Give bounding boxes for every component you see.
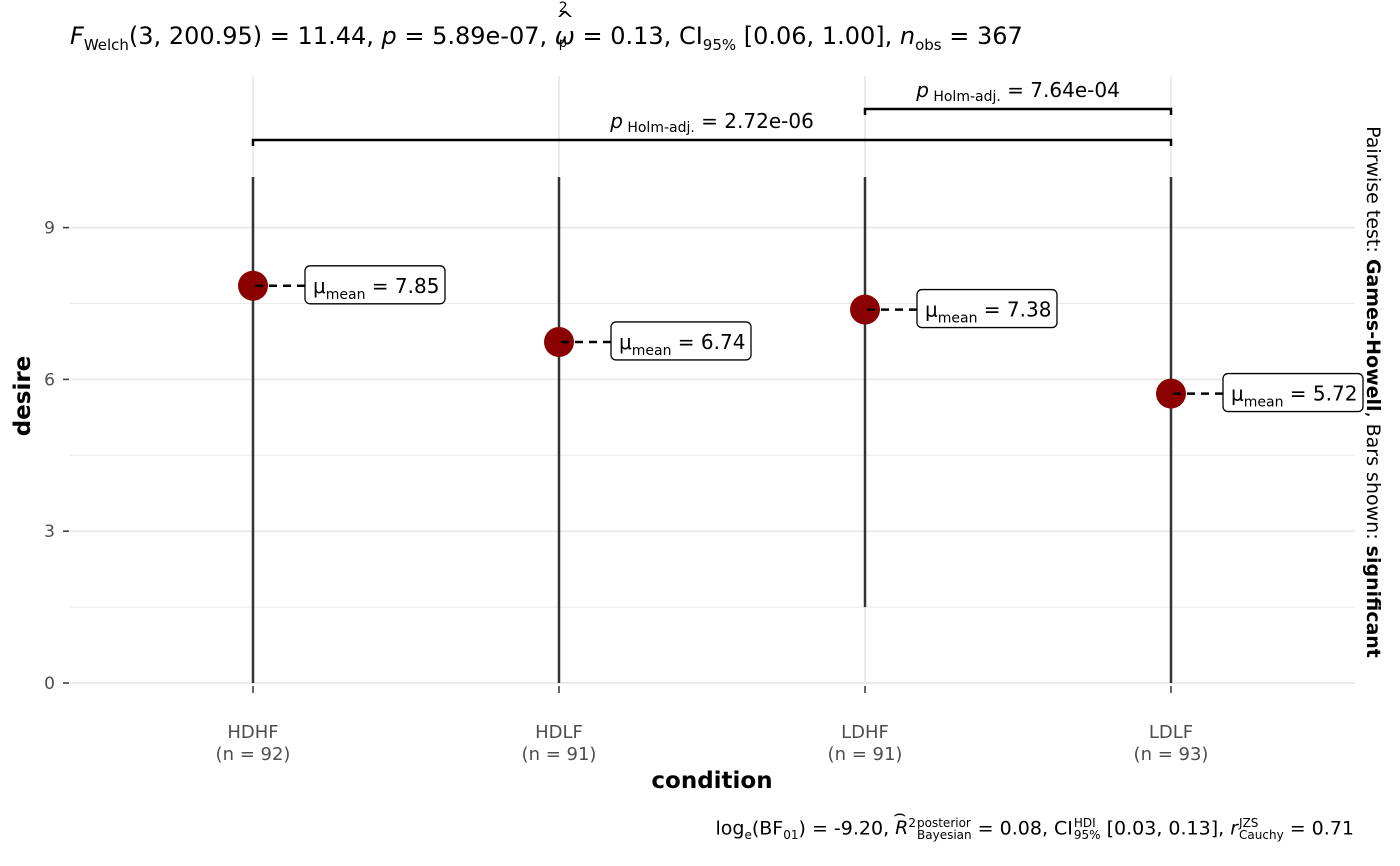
- mean-label: μmean = 7.85: [313, 274, 439, 303]
- mean-label-box: [610, 321, 752, 361]
- x-tick-label: LDLF: [1149, 722, 1193, 743]
- mean-point: [544, 326, 574, 357]
- mean-label-box: [916, 288, 1058, 329]
- x-axis-label: condition: [651, 768, 773, 794]
- caption-r-upper: JZS: [1239, 815, 1259, 830]
- title-p-value: = 5.89e-07,: [396, 22, 555, 50]
- caption-r-value: = 0.71: [1283, 817, 1354, 840]
- caption-r2-sup: 2: [908, 816, 917, 830]
- y-tick-label: 9: [44, 219, 55, 239]
- mean-label-box: [1222, 372, 1364, 413]
- title-n-sub: obs: [915, 35, 942, 54]
- caption-log: log: [715, 817, 745, 840]
- title-n-value: = 367: [941, 22, 1023, 50]
- title-stat-symbol: F: [70, 22, 84, 50]
- mean-point: [1156, 378, 1186, 409]
- caption-r2-symbol: R: [895, 817, 908, 839]
- title-ci-sub: 95%: [702, 35, 737, 54]
- y-axis-label: desire: [10, 355, 36, 437]
- caption-bf-sub: 01: [783, 828, 799, 843]
- mean-label: μmean = 6.74: [619, 330, 745, 359]
- caption-ci-value: [0.03, 0.13],: [1100, 817, 1231, 840]
- title-df: (3, 200.95): [128, 22, 263, 50]
- caption-r2-value: = 0.08, CI: [971, 817, 1073, 840]
- comparison-label: p Holm-adj. = 7.64e-04: [915, 78, 1120, 105]
- title-effect-symbol: ω2p: [555, 0, 575, 51]
- comparison-bracket: [251, 138, 1173, 146]
- caption-bf-value: ) = -9.20,: [798, 817, 896, 840]
- chart-caption: loge(BF01) = -9.20, R2posteriorBayesian …: [715, 816, 1354, 842]
- caption-r-scripts: JZS Cauchy: [1239, 817, 1284, 841]
- x-tick-sample-size: (n = 93): [1134, 744, 1209, 765]
- range-bars: [251, 177, 1173, 683]
- x-tick-label: LDHF: [841, 722, 889, 743]
- caption-ci-upper: HDI: [1073, 815, 1096, 830]
- comparison-label: p Holm-adj. = 2.72e-06: [609, 109, 814, 136]
- title-effect-sub: p: [558, 36, 568, 51]
- mean-label: μmean = 5.72: [1231, 382, 1357, 411]
- y-axis: 0 3 6 9: [44, 219, 69, 694]
- y-tick-label: 3: [44, 522, 55, 542]
- y-tick-label: 6: [44, 370, 55, 390]
- caption-ci-scripts: HDI 95%: [1074, 817, 1101, 841]
- title-ci-value: [0.06, 1.00],: [736, 22, 900, 50]
- x-tick-sample-size: (n = 91): [522, 744, 597, 765]
- caption-r2-upper: posterior: [917, 815, 971, 830]
- side-label-prefix: Pairwise test:: [1362, 126, 1384, 259]
- mean-point: [238, 270, 268, 301]
- pairwise-test-label: Pairwise test: Games-Howell, Bars shown:…: [1362, 126, 1384, 658]
- grid-lines: [70, 76, 1355, 684]
- title-p-label: p: [381, 22, 397, 50]
- x-axis: HDHF(n = 92)HDLF(n = 91)LDHF(n = 91)LDLF…: [216, 686, 1209, 765]
- title-stat-value: = 11.44,: [262, 22, 382, 50]
- caption-r-lower: Cauchy: [1239, 827, 1284, 842]
- y-tick-label: 0: [44, 674, 55, 694]
- mean-point: [850, 294, 880, 325]
- title-effect-value: = 0.13, CI: [574, 22, 703, 50]
- title-n-label: n: [899, 22, 916, 50]
- mean-label-box: [304, 265, 446, 305]
- title-stat-sub: Welch: [83, 35, 129, 54]
- caption-r-label: r: [1230, 817, 1239, 840]
- side-label-test: Games-Howell: [1362, 258, 1384, 412]
- side-label-middle: , Bars shown:: [1362, 411, 1384, 546]
- caption-r2-lower: Bayesian: [917, 827, 972, 842]
- mean-label: μmean = 7.38: [925, 298, 1051, 327]
- caption-log-sub: e: [744, 828, 752, 843]
- pairwise-comparisons: p Holm-adj. = 2.72e-06 p Holm-adj. = 7.64…: [251, 78, 1173, 146]
- title-effect-sup: 2: [558, 0, 568, 16]
- caption-ci-lower: 95%: [1073, 827, 1101, 842]
- side-label-shown: significant: [1362, 545, 1384, 658]
- comparison-bracket: [863, 107, 1173, 115]
- x-tick-sample-size: (n = 91): [828, 744, 903, 765]
- caption-bf: (BF: [751, 817, 784, 840]
- x-tick-sample-size: (n = 92): [216, 744, 291, 765]
- x-tick-label: HDHF: [227, 722, 278, 743]
- x-tick-label: HDLF: [535, 722, 583, 743]
- chart-title: FWelch(3, 200.95) = 11.44, p = 5.89e-07,…: [70, 0, 1023, 54]
- caption-r2-scripts: posterior Bayesian: [917, 817, 972, 841]
- mean-points: μmean = 7.85 μmean = 6.74 μmean = 7.38 μmea…: [238, 265, 1364, 413]
